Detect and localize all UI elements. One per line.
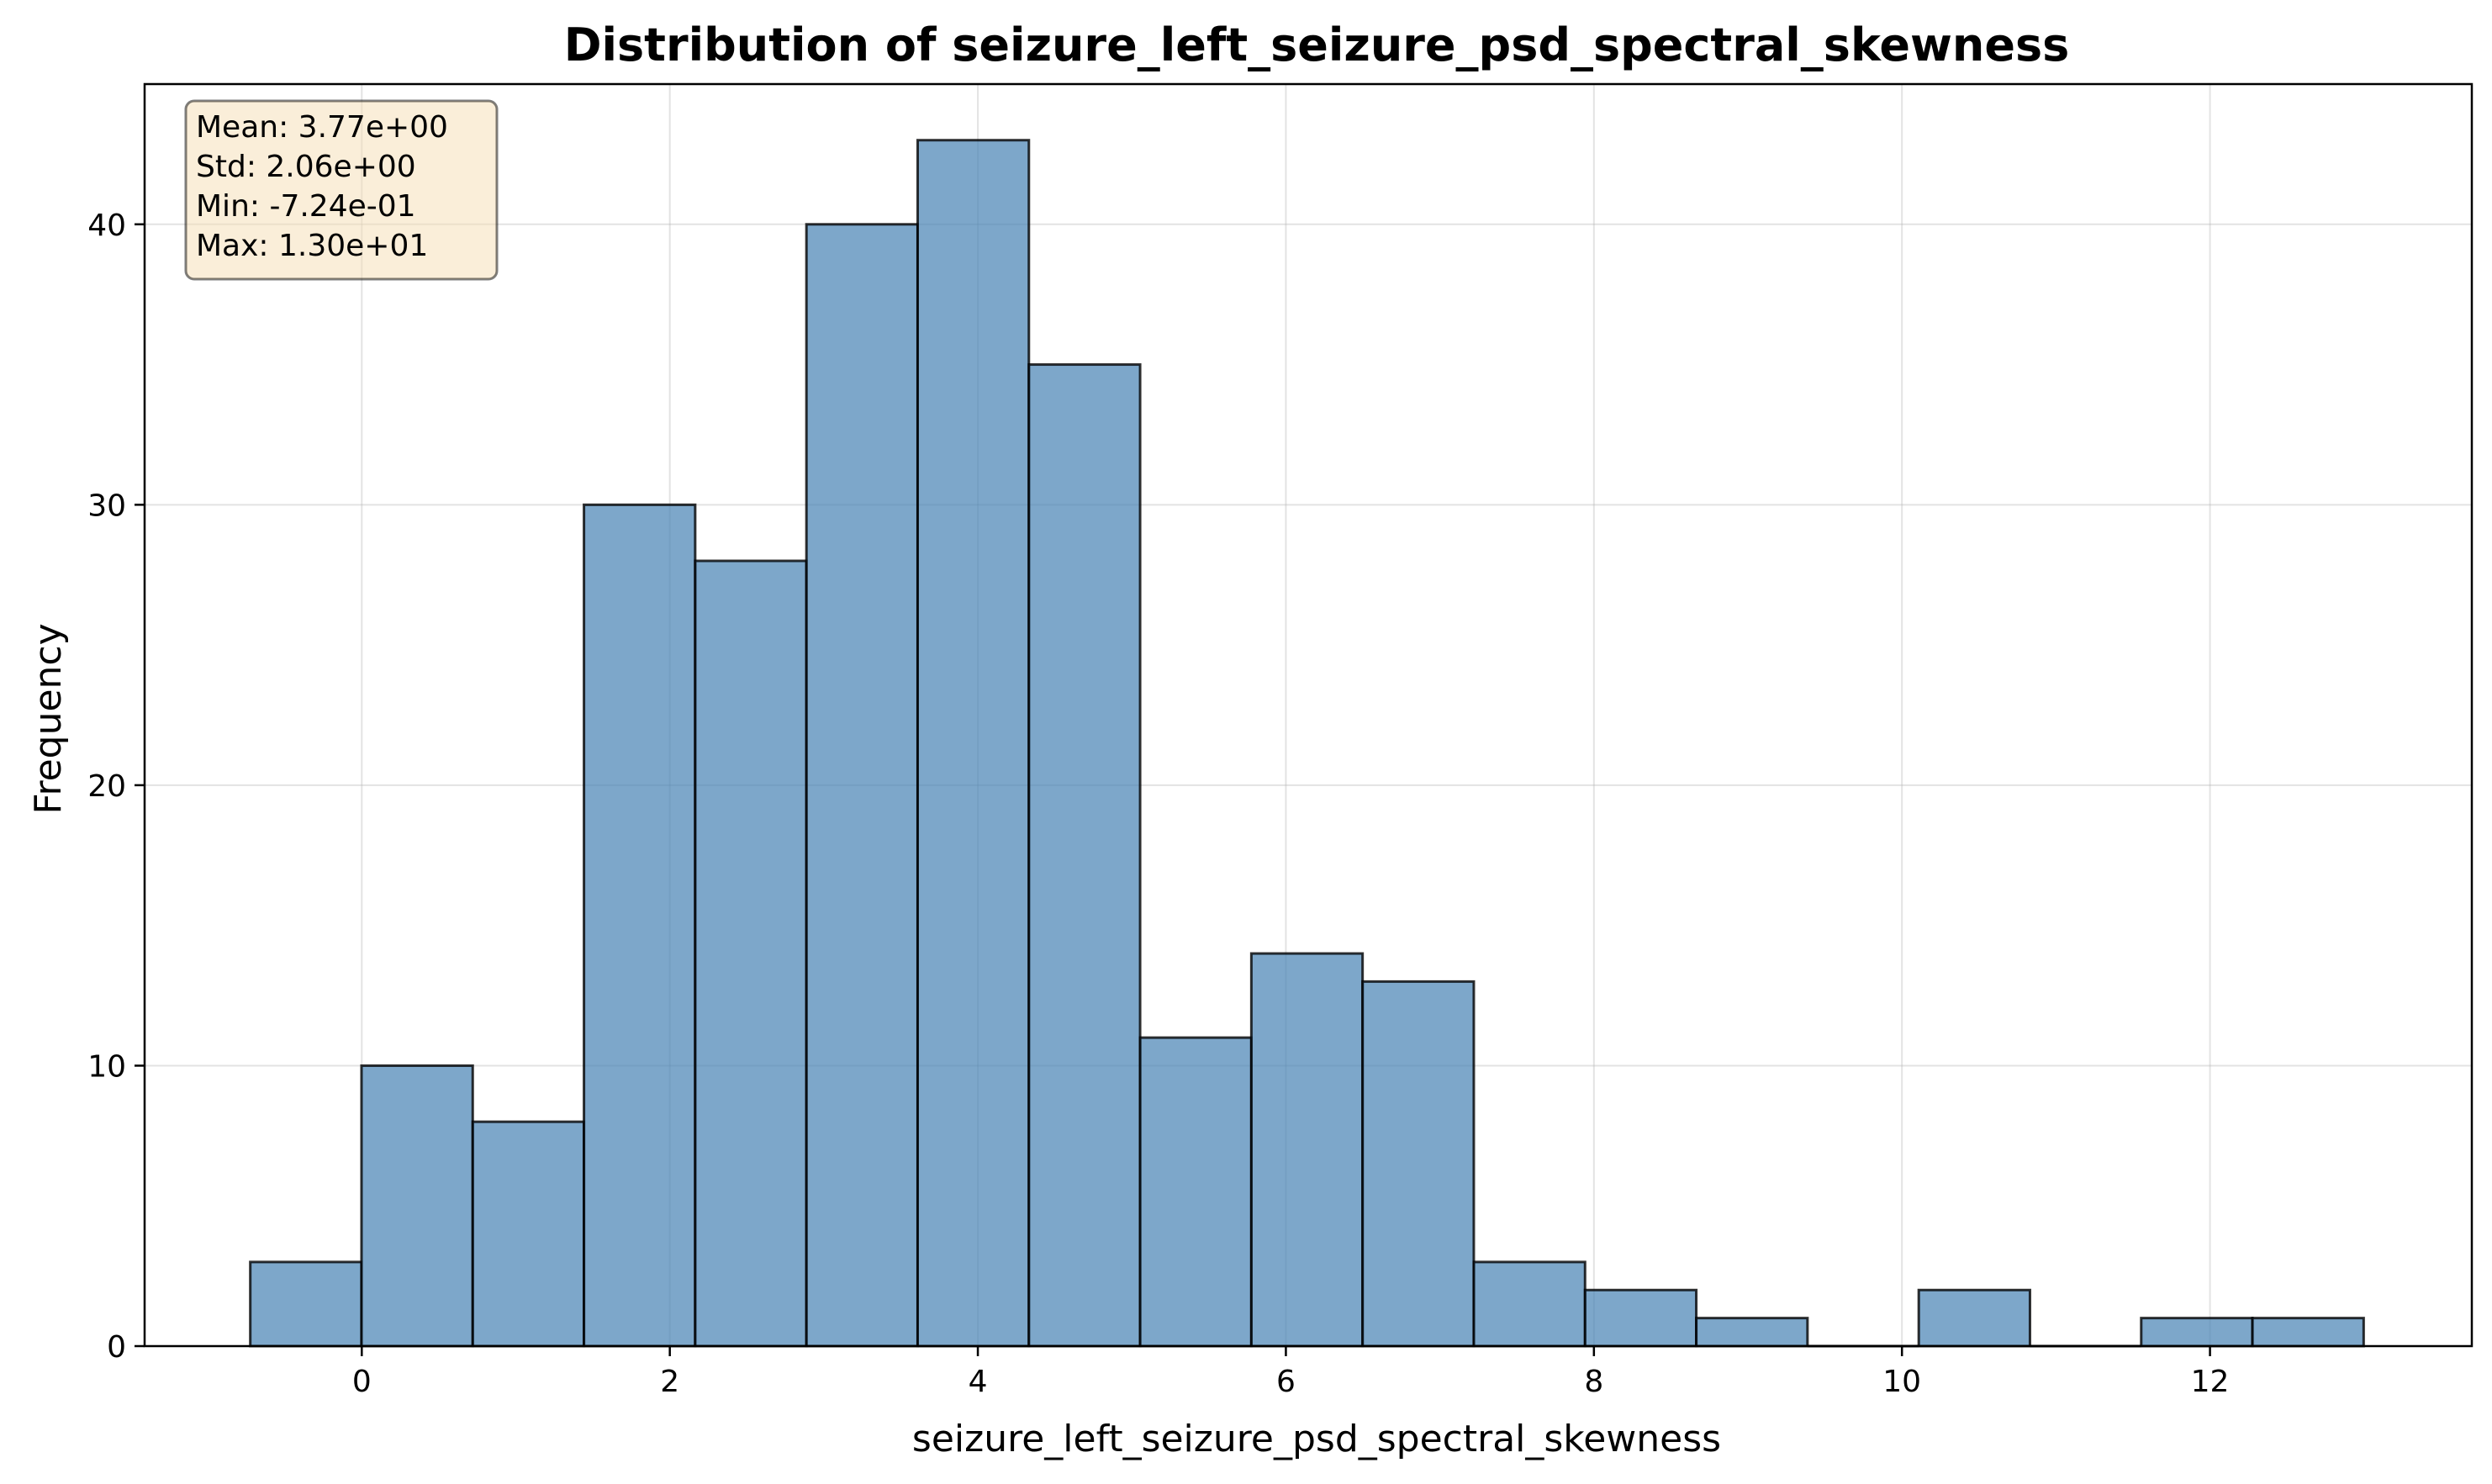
x-tick-label-5: 10: [1882, 1365, 1921, 1399]
x-tick-label-4: 8: [1584, 1365, 1603, 1399]
histogram-bar-13: [1695, 1317, 1809, 1348]
stats-mean: Mean: 3.77e+00: [196, 110, 448, 145]
y-axis-label: Frequency: [27, 623, 70, 814]
x-tick-label-2: 4: [969, 1365, 988, 1399]
histogram-bar-7: [1027, 363, 1142, 1348]
stats-min: Min: -7.24e-01: [196, 189, 416, 224]
y-tick-label-1: 10: [87, 1049, 126, 1084]
x-axis-label: seizure_left_seizure_psd_spectral_skewne…: [912, 1418, 1721, 1460]
chart-title: Distribution of seizure_left_seizure_psd…: [564, 18, 2070, 71]
x-tick-label-6: 12: [2191, 1365, 2230, 1399]
histogram-bar-12: [1583, 1288, 1698, 1348]
x-tick-label-1: 2: [660, 1365, 679, 1399]
stats-max: Max: 1.30e+01: [196, 229, 428, 263]
histogram-bar-3: [583, 503, 697, 1348]
histogram-bar-4: [694, 559, 808, 1348]
histogram-bar-18: [2251, 1317, 2365, 1348]
histogram-bar-8: [1138, 1036, 1253, 1348]
y-axis-ticks: 0 10 20 30 40: [87, 209, 145, 1365]
x-tick-label-0: 0: [352, 1365, 372, 1399]
stats-box-background: [184, 99, 499, 281]
histogram-bar-2: [471, 1120, 586, 1348]
histogram-bar-17: [2140, 1317, 2254, 1348]
y-tick-label-0: 0: [107, 1330, 126, 1365]
histogram-bar-5: [805, 223, 919, 1348]
y-tick-label-4: 40: [87, 209, 126, 243]
x-tick-label-3: 6: [1276, 1365, 1296, 1399]
stats-box: Mean: 3.77e+00 Std: 2.06e+00 Min: -7.24e…: [184, 99, 499, 281]
histogram-bar-15: [1917, 1288, 2031, 1348]
histogram-bar-10: [1361, 980, 1476, 1348]
y-tick-label-2: 20: [87, 769, 126, 804]
x-axis-ticks: 0 2 4 6 8 10 12: [352, 1346, 2230, 1399]
histogram-bar-1: [360, 1064, 474, 1348]
histogram-bar-11: [1472, 1260, 1587, 1348]
stats-std: Std: 2.06e+00: [196, 150, 416, 184]
histogram-bars: [249, 139, 2365, 1348]
y-tick-label-3: 30: [87, 489, 126, 523]
plot-frame: [143, 82, 2474, 1348]
histogram-bar-6: [916, 139, 1031, 1348]
histogram-bar-9: [1249, 952, 1365, 1348]
histogram-bar-0: [249, 1260, 363, 1348]
